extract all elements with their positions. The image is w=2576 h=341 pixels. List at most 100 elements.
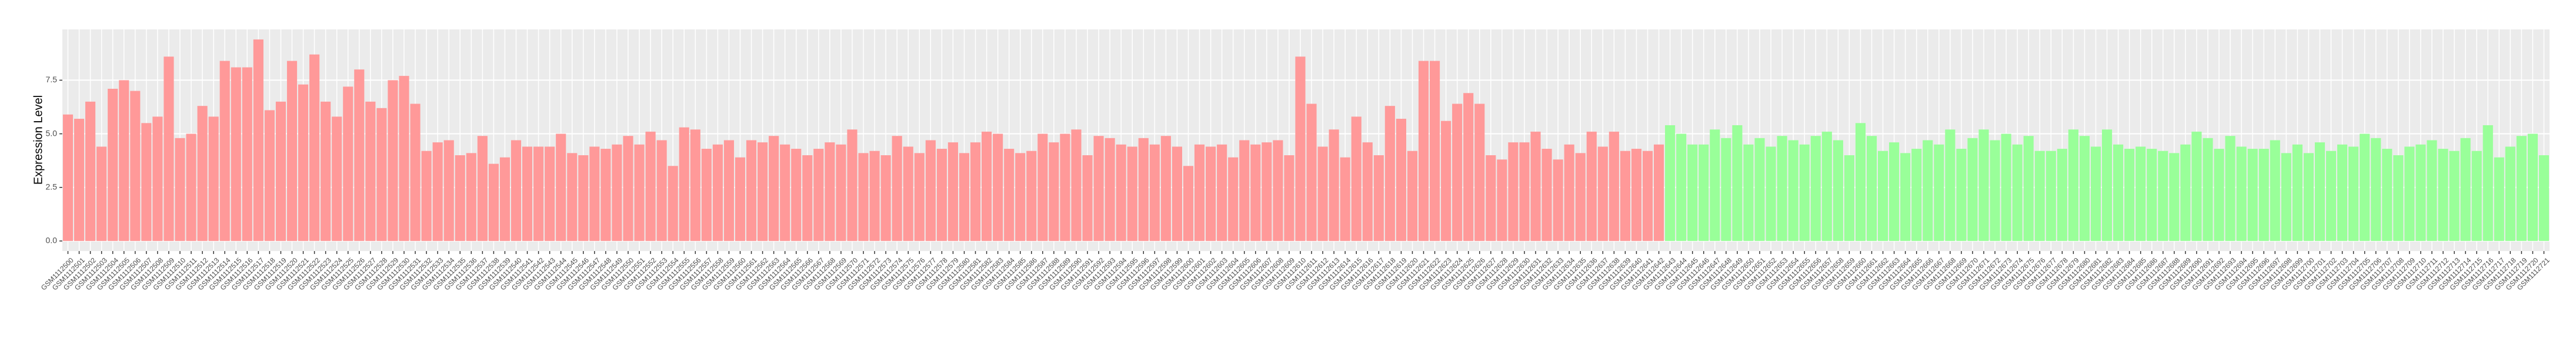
bar [2225,136,2235,241]
bar [2135,146,2146,241]
bar [365,101,376,241]
bar [1116,144,1126,241]
bar [2113,144,2124,241]
bar [735,157,746,241]
bar [2393,155,2404,241]
bar [1923,140,1933,241]
bar [634,144,645,241]
bar [2404,146,2415,241]
bar [85,101,96,241]
bar [197,106,208,241]
bar [2538,155,2550,241]
bar [2337,144,2348,241]
bar [1990,140,2000,241]
bar [1732,125,1743,241]
bar [2169,153,2180,241]
bar [2415,144,2426,241]
bar [791,149,802,241]
bar [2516,136,2527,241]
bar [399,76,409,241]
bar [2180,144,2191,241]
bar [623,136,633,241]
bar [343,86,353,241]
bar [1508,142,1519,241]
bar [1071,129,1082,241]
bar [1452,103,1463,241]
bar [1194,144,1205,241]
bar [679,127,689,241]
bar [410,103,421,241]
bar [1631,149,1642,241]
bar [1945,129,1956,241]
bar [2012,144,2023,241]
bar [2236,146,2247,241]
bar [130,91,141,241]
bar [1362,142,1373,241]
bar [880,155,891,241]
bar [286,61,298,241]
bar [869,151,880,241]
bar [1564,144,1574,241]
bar [2101,129,2113,241]
bar [1710,129,1720,241]
bar [1620,151,1630,241]
bar [723,140,735,241]
bar [2303,153,2314,241]
bar [2270,140,2280,241]
y-tick-label: 2.5 [46,182,58,191]
bar [219,61,230,241]
bar [1877,151,1888,241]
bar [2147,149,2157,241]
bar [1284,155,1294,241]
bar [163,56,174,241]
bar [2494,157,2504,241]
bar [1183,166,1194,241]
bar [186,133,196,241]
bar [1396,119,1406,241]
bar [1754,138,1765,241]
bar [600,149,611,241]
bar [802,155,813,241]
bar [668,166,678,241]
bar [74,119,85,241]
y-tick-label: 5.0 [46,128,58,138]
bar [2438,149,2448,241]
bar [758,142,768,241]
bar [2527,133,2538,241]
bar [175,138,185,241]
bar [2079,136,2090,241]
bar [2034,151,2045,241]
bar [645,131,656,241]
bar [2348,146,2359,241]
bar [556,133,566,241]
bar [2023,136,2034,241]
bar [1262,142,1272,241]
bar [1049,142,1059,241]
bar [1676,133,1687,241]
bar [1653,144,1664,241]
bar [1329,129,1339,241]
bar [1642,151,1653,241]
bar [825,142,835,241]
bar [2258,149,2269,241]
y-tick-label: 0.0 [46,236,58,245]
bar [993,133,1003,241]
bar [2191,131,2202,241]
bar [1351,116,1362,241]
bar [1911,149,1922,241]
bar [847,129,857,241]
bar [2325,151,2337,241]
bar [612,144,622,241]
bar [1206,146,1216,241]
bar [769,136,779,241]
bar [455,155,465,241]
bar [1687,144,1698,241]
bar [231,67,241,241]
bar [545,146,555,241]
bar [253,39,263,241]
bar [1799,144,1810,241]
bar [152,116,163,241]
bar [1844,155,1854,241]
bar [1172,146,1183,241]
